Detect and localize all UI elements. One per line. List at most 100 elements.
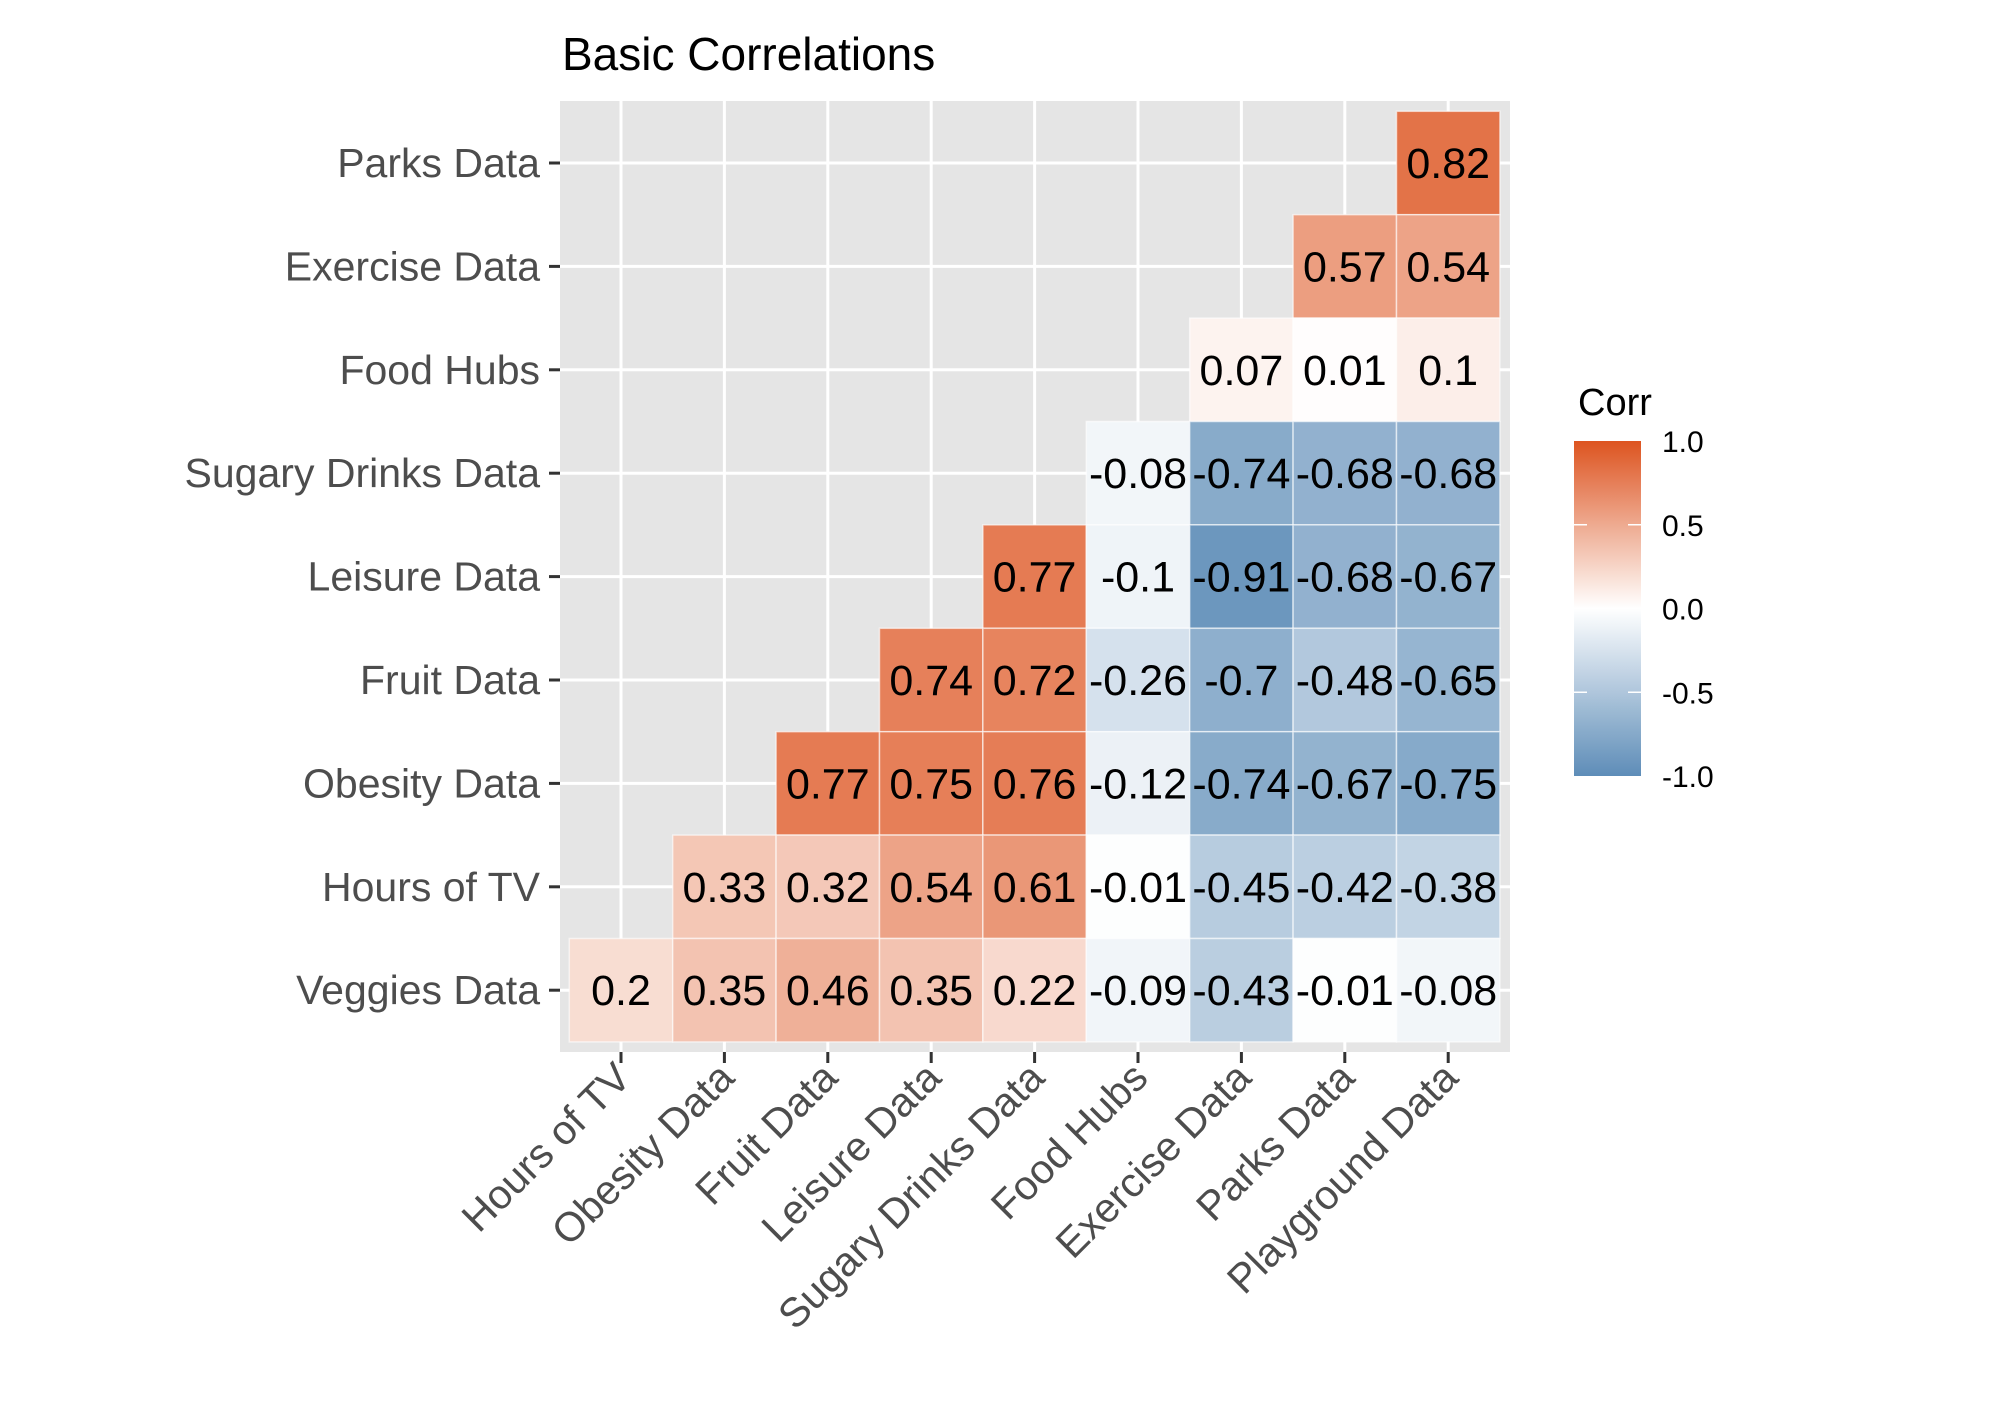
heatmap-tile bbox=[982, 730, 1088, 836]
cell-value-label: 0.46 bbox=[786, 967, 870, 1015]
cell-value-label: -0.1 bbox=[1101, 554, 1175, 602]
heatmap-tile bbox=[1188, 730, 1294, 836]
heatmap-tile bbox=[982, 627, 1088, 733]
x-tick-label: Leisure Data bbox=[753, 1054, 950, 1251]
heatmap-tile bbox=[1395, 834, 1501, 940]
cell-value-label: -0.75 bbox=[1399, 760, 1497, 808]
cell-value-label: 0.35 bbox=[889, 967, 973, 1015]
legend-tick-label: 0.5 bbox=[1662, 510, 1704, 543]
heatmap-tile bbox=[1395, 524, 1501, 630]
cell-value-label: 0.2 bbox=[591, 967, 651, 1015]
cell-value-label: 0.57 bbox=[1303, 243, 1387, 291]
cell-value-label: -0.08 bbox=[1089, 450, 1187, 498]
cell-value-label: -0.68 bbox=[1399, 450, 1497, 498]
heatmap-tile bbox=[1395, 937, 1501, 1043]
cell-value-label: 0.33 bbox=[683, 864, 767, 912]
cell-value-label: -0.45 bbox=[1192, 864, 1290, 912]
cell-value-label: 0.32 bbox=[786, 864, 870, 912]
heatmap-tile bbox=[1395, 213, 1501, 319]
y-tick-label: Exercise Data bbox=[285, 243, 540, 289]
heatmap-tile bbox=[1292, 420, 1398, 526]
cell-value-label: 0.82 bbox=[1406, 140, 1490, 188]
heatmap-tile bbox=[1395, 110, 1501, 216]
cell-value-label: 0.77 bbox=[993, 554, 1077, 602]
heatmap-tile bbox=[568, 937, 674, 1043]
heatmap-tile bbox=[982, 834, 1088, 940]
heatmap-tile bbox=[1292, 834, 1398, 940]
legend-title: Corr bbox=[1578, 382, 1652, 424]
cell-value-label: -0.09 bbox=[1089, 967, 1187, 1015]
heatmap-tile bbox=[878, 627, 984, 733]
cell-value-label: 0.54 bbox=[889, 864, 973, 912]
cell-value-label: 0.54 bbox=[1406, 243, 1490, 291]
cell-value-label: 0.76 bbox=[993, 760, 1077, 808]
cell-value-label: 0.77 bbox=[786, 760, 870, 808]
y-tick-label: Parks Data bbox=[337, 140, 540, 186]
legend-tick-label: -0.5 bbox=[1662, 677, 1714, 710]
cell-value-label: -0.67 bbox=[1399, 554, 1497, 602]
heatmap-tile bbox=[775, 730, 881, 836]
cell-value-label: -0.43 bbox=[1192, 967, 1290, 1015]
heatmap-tile bbox=[982, 524, 1088, 630]
heatmap-tile bbox=[1292, 627, 1398, 733]
cell-labels: 0.820.57 0.540.07 0.01 0.1-0.08 -0.74 -0.68 -0… bbox=[591, 140, 1497, 1015]
heatmap-tile bbox=[1085, 524, 1191, 630]
cell-value-label: 0.01 bbox=[1303, 347, 1387, 395]
cell-value-label: -0.74 bbox=[1192, 450, 1290, 498]
legend-ticks: 1.0 0.5 0.0 -0.5 -1.0 bbox=[1574, 426, 1714, 794]
heatmap-tile bbox=[1188, 524, 1294, 630]
y-tick-label: Leisure Data bbox=[308, 554, 541, 600]
cell-value-label: -0.74 bbox=[1192, 760, 1290, 808]
legend-tick-label: -1.0 bbox=[1662, 761, 1714, 794]
y-tick-label: Hours of TV bbox=[322, 864, 541, 910]
cell-value-label: 0.1 bbox=[1418, 347, 1478, 395]
heatmap-tile bbox=[1085, 937, 1191, 1043]
cell-value-label: -0.65 bbox=[1399, 657, 1497, 705]
tiles bbox=[568, 110, 1501, 1043]
y-axis: Parks Data Exercise Data Food Hubs Sugary D… bbox=[185, 140, 560, 1013]
cell-value-label: -0.38 bbox=[1399, 864, 1497, 912]
cell-value-label: 0.61 bbox=[993, 864, 1077, 912]
cell-value-label: -0.68 bbox=[1296, 554, 1394, 602]
heatmap-tile bbox=[1292, 524, 1398, 630]
heatmap-tile bbox=[878, 730, 984, 836]
heatmap-tile bbox=[671, 937, 777, 1043]
legend-tick-label: 1.0 bbox=[1662, 426, 1704, 459]
cell-value-label: -0.48 bbox=[1296, 657, 1394, 705]
chart-title: Basic Correlations bbox=[562, 28, 935, 80]
cell-value-label: -0.67 bbox=[1296, 760, 1394, 808]
y-tick-label: Veggies Data bbox=[296, 967, 540, 1013]
cell-value-label: 0.35 bbox=[683, 967, 767, 1015]
cell-value-label: 0.07 bbox=[1200, 347, 1284, 395]
heatmap-tile bbox=[775, 937, 881, 1043]
cell-value-label: -0.91 bbox=[1192, 554, 1290, 602]
legend: Corr 1.0 0.5 0.0 -0.5 -1.0 bbox=[1574, 382, 1714, 794]
heatmap-tile bbox=[1292, 937, 1398, 1043]
heatmap-tile bbox=[1188, 937, 1294, 1043]
cell-value-label: 0.22 bbox=[993, 967, 1077, 1015]
heatmap-tile bbox=[982, 937, 1088, 1043]
cell-value-label: -0.7 bbox=[1204, 657, 1278, 705]
heatmap-tile bbox=[775, 834, 881, 940]
heatmap-tile bbox=[1188, 317, 1294, 423]
heatmap-tile bbox=[878, 834, 984, 940]
y-tick-label: Fruit Data bbox=[360, 657, 540, 703]
y-tick-label: Sugary Drinks Data bbox=[185, 450, 541, 496]
cell-value-label: -0.01 bbox=[1296, 967, 1394, 1015]
cell-value-label: -0.42 bbox=[1296, 864, 1394, 912]
cell-value-label: -0.26 bbox=[1089, 657, 1187, 705]
legend-tick-label: 0.0 bbox=[1662, 594, 1704, 627]
cell-value-label: 0.72 bbox=[993, 657, 1077, 705]
heatmap-tile bbox=[671, 834, 777, 940]
y-tick-label: Obesity Data bbox=[303, 760, 540, 806]
heatmap-tile bbox=[1085, 627, 1191, 733]
y-tick-label: Food Hubs bbox=[339, 347, 540, 393]
cell-value-label: 0.75 bbox=[889, 760, 973, 808]
heatmap-tile bbox=[878, 937, 984, 1043]
cell-value-label: -0.01 bbox=[1089, 864, 1187, 912]
cell-value-label: -0.08 bbox=[1399, 967, 1497, 1015]
cell-value-label: -0.68 bbox=[1296, 450, 1394, 498]
heatmap-tile bbox=[1188, 420, 1294, 526]
